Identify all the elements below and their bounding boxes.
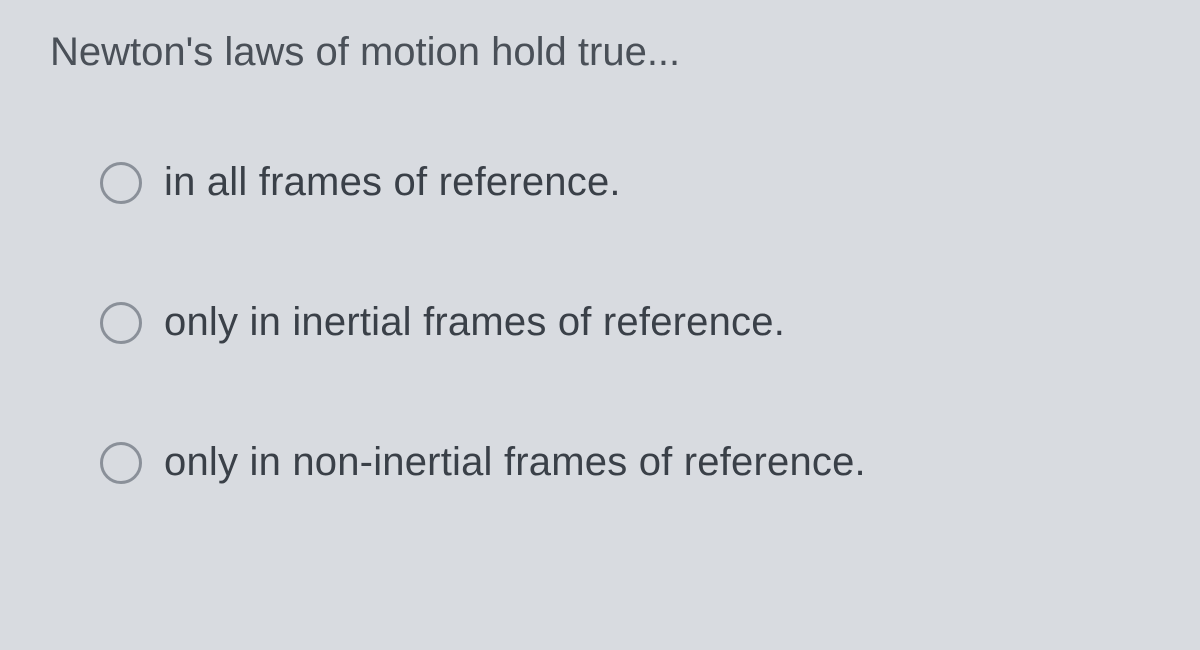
option-label: in all frames of reference. (164, 160, 621, 205)
radio-button-option-1[interactable] (100, 162, 142, 204)
option-row[interactable]: only in non-inertial frames of reference… (100, 440, 1150, 485)
option-label: only in non-inertial frames of reference… (164, 440, 866, 485)
radio-button-option-2[interactable] (100, 302, 142, 344)
question-prompt: Newton's laws of motion hold true... (50, 30, 1150, 75)
option-row[interactable]: in all frames of reference. (100, 160, 1150, 205)
options-list: in all frames of reference. only in iner… (50, 160, 1150, 485)
option-label: only in inertial frames of reference. (164, 300, 785, 345)
option-row[interactable]: only in inertial frames of reference. (100, 300, 1150, 345)
radio-button-option-3[interactable] (100, 442, 142, 484)
